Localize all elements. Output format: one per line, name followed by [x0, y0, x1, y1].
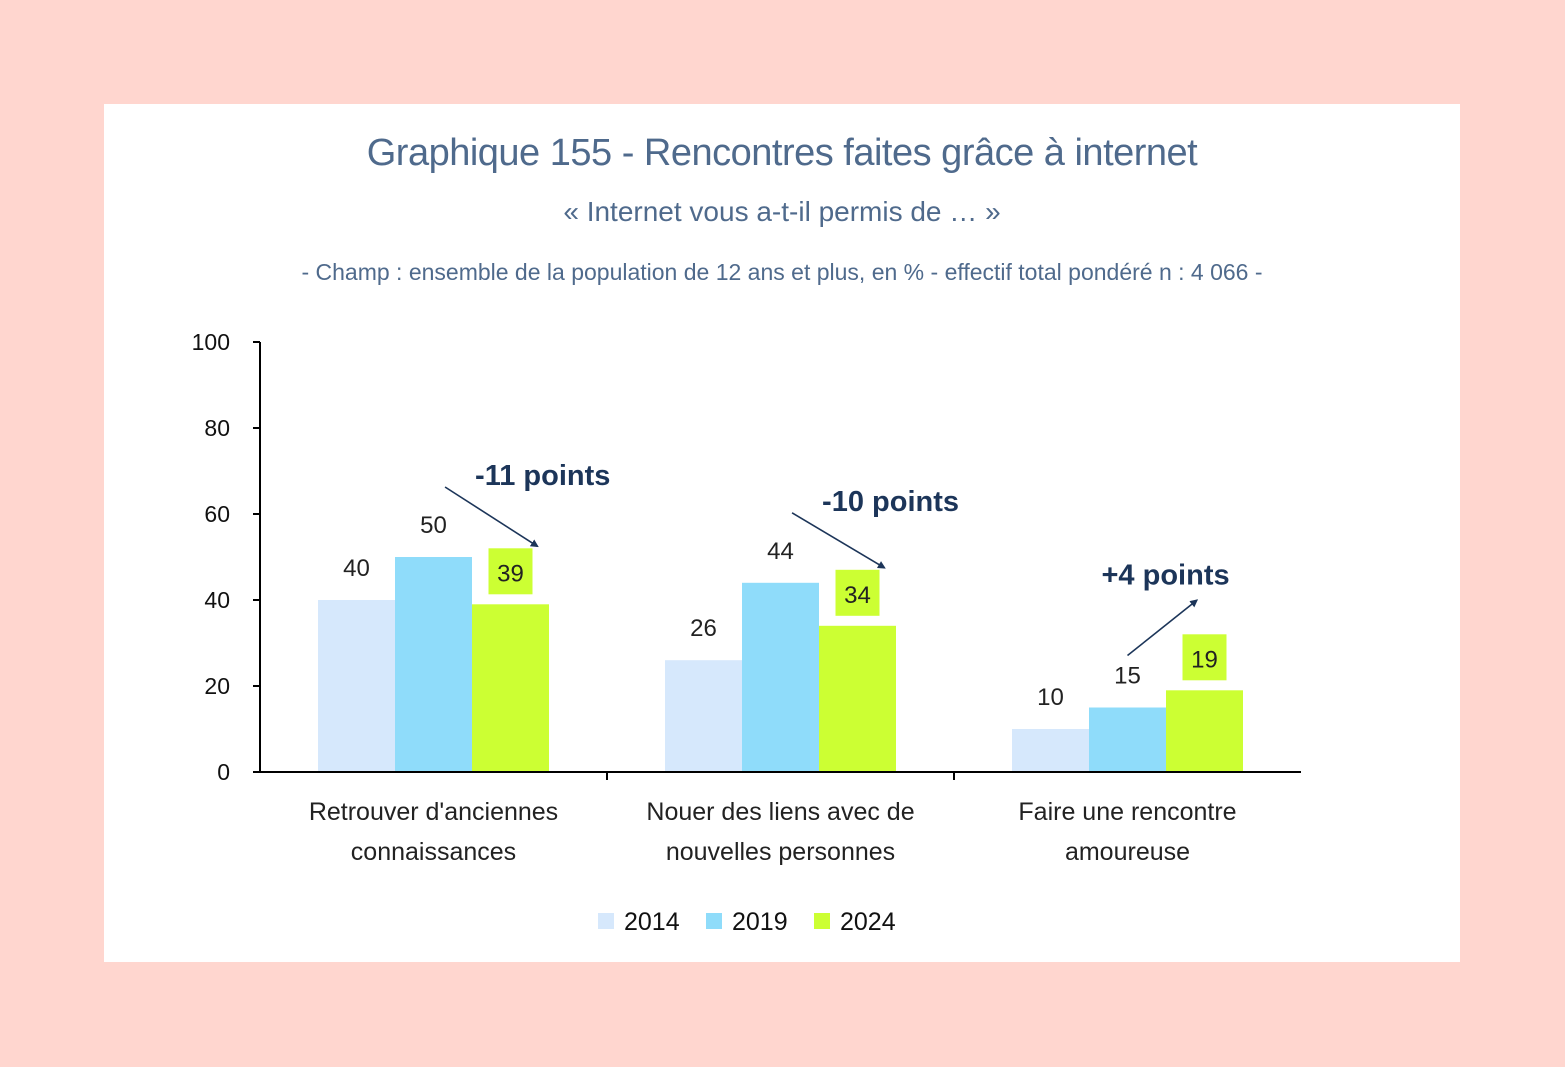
category-label-2-line-2: nouvelles personnes: [666, 838, 895, 866]
category-label-3-line-1: Faire une rencontre: [1018, 798, 1236, 826]
value-label-2019-1: 50: [420, 512, 447, 539]
chart-title: Graphique 155 - Rencontres faites grâce …: [366, 132, 1198, 174]
trend-label-3: +4 points: [1102, 559, 1230, 591]
y-tick-label-40: 40: [204, 587, 230, 613]
value-label-box-2024-1: [488, 548, 533, 595]
category-label-3-line-2: amoureuse: [1065, 838, 1190, 866]
bar-2024-1: [472, 604, 549, 772]
value-label-box-2024-3: [1182, 634, 1227, 681]
trend-arrow-2: [791, 512, 886, 569]
chart-scope-note: - Champ : ensemble de la population de 1…: [301, 259, 1263, 285]
y-tick-label-100: 100: [192, 329, 230, 355]
trend-label-2: -10 points: [822, 486, 959, 518]
value-label-2024-1: 39: [497, 560, 524, 587]
bar-2019-1: [395, 557, 472, 772]
legend-label-2019: 2019: [732, 908, 788, 936]
y-tick-label-20: 20: [204, 673, 230, 699]
bar-2014-1: [318, 600, 395, 772]
category-label-1-line-1: Retrouver d'anciennes: [309, 798, 558, 826]
value-label-2014-1: 40: [343, 555, 370, 582]
legend-label-2014: 2014: [624, 908, 680, 936]
bar-chart: 40 50 39 26 44 34 10 15 19 0 20 40 60 80 100 Retrouver …: [192, 329, 1301, 936]
value-label-2014-2: 26: [690, 615, 717, 642]
bar-2019-3: [1089, 707, 1166, 772]
trend-arrow-3: [1127, 599, 1199, 657]
legend-label-2024: 2024: [840, 908, 896, 936]
value-label-2019-3: 15: [1114, 663, 1141, 690]
trend-label-1: -11 points: [475, 460, 610, 492]
category-label-2-line-1: Nouer des liens avec de: [646, 798, 914, 826]
y-tick-label-60: 60: [204, 501, 230, 527]
category-label-1-line-2: connaissances: [351, 838, 516, 866]
bar-2014-3: [1012, 729, 1089, 772]
legend-swatch-2019: [706, 913, 722, 929]
bar-2019-2: [742, 582, 819, 772]
bar-2024-3: [1166, 690, 1243, 772]
legend-swatch-2024: [814, 913, 830, 929]
bar-2014-2: [665, 660, 742, 772]
y-tick-label-80: 80: [204, 415, 230, 441]
legend-swatch-2014: [598, 913, 614, 929]
value-label-box-2024-2: [835, 569, 880, 616]
value-label-2024-2: 34: [844, 582, 871, 609]
value-label-2014-3: 10: [1037, 684, 1064, 711]
chart-card: Graphique 155 - Rencontres faites grâce …: [104, 104, 1460, 962]
bar-2024-2: [819, 625, 896, 772]
trend-arrow-1: [444, 486, 539, 548]
value-label-2019-2: 44: [767, 538, 794, 565]
y-tick-label-0: 0: [217, 759, 230, 785]
chart-subtitle: « Internet vous a-t-il permis de … »: [563, 196, 1001, 227]
value-label-2024-3: 19: [1191, 646, 1218, 673]
